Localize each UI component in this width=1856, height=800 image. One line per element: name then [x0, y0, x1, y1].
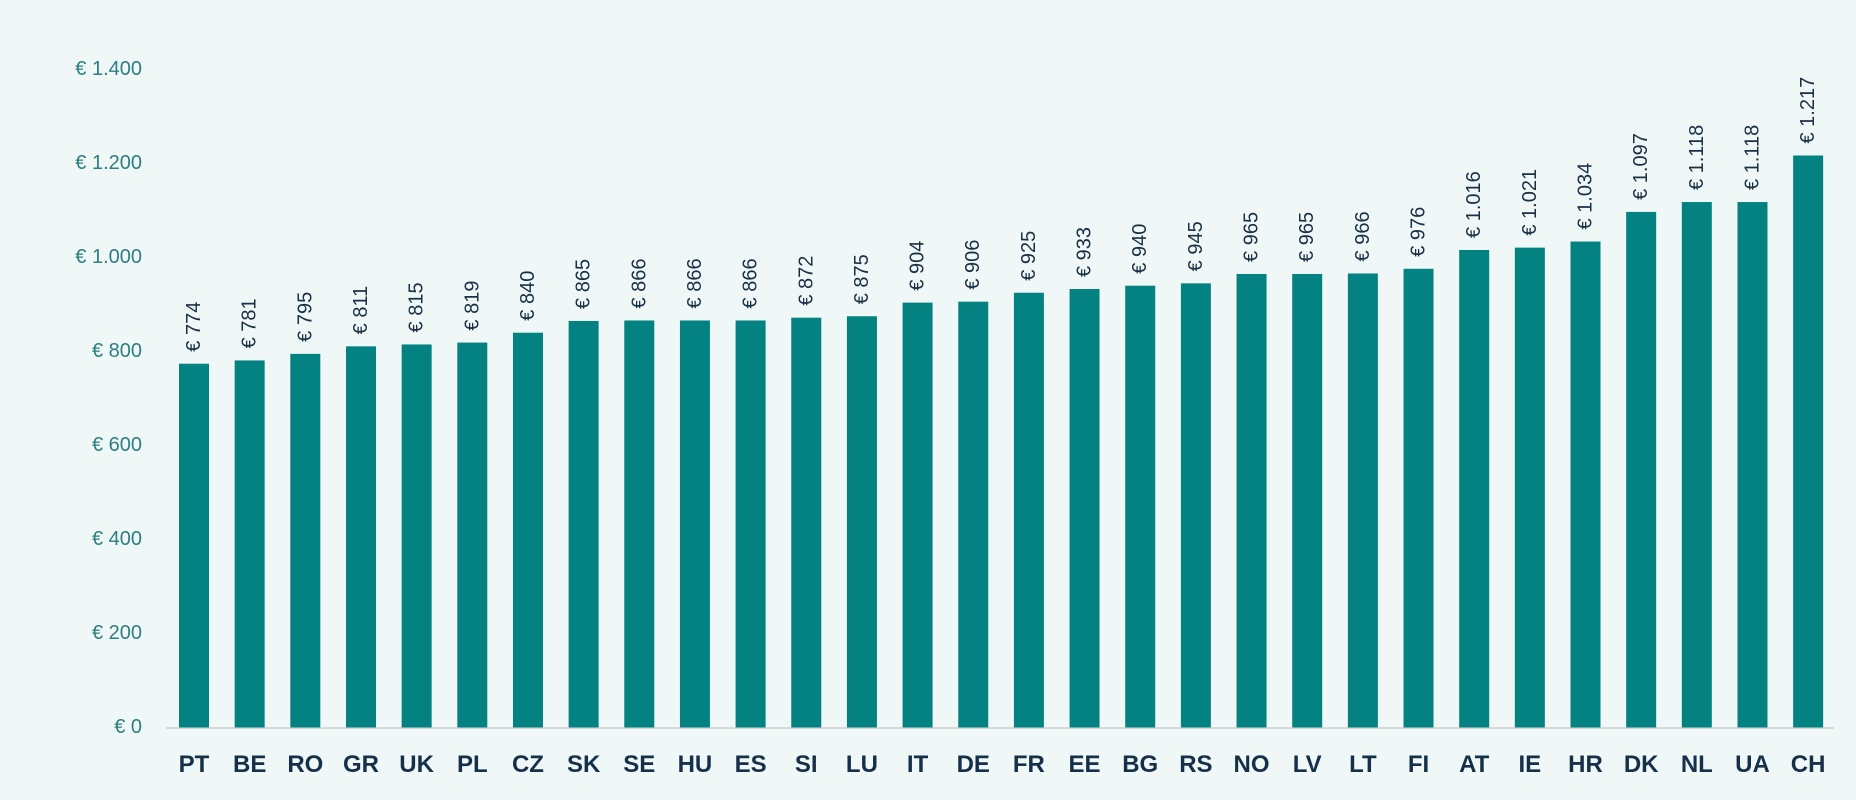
svg-text:€ 795: € 795: [294, 292, 316, 342]
svg-text:€ 774: € 774: [183, 302, 205, 352]
svg-text:LV: LV: [1293, 751, 1322, 778]
svg-text:€ 940: € 940: [1129, 224, 1151, 274]
svg-text:€ 0: € 0: [114, 716, 142, 738]
svg-text:€ 800: € 800: [92, 340, 142, 362]
svg-text:€ 925: € 925: [1018, 231, 1040, 281]
svg-text:€ 1.034: € 1.034: [1575, 163, 1597, 230]
svg-text:€ 781: € 781: [239, 298, 261, 348]
svg-text:BG: BG: [1122, 751, 1158, 778]
svg-text:DE: DE: [957, 751, 990, 778]
svg-text:UK: UK: [399, 751, 434, 778]
svg-text:€ 1.097: € 1.097: [1630, 133, 1652, 200]
svg-text:FI: FI: [1408, 751, 1429, 778]
svg-text:€ 1.118: € 1.118: [1686, 125, 1708, 190]
svg-text:€ 966: € 966: [1352, 211, 1374, 261]
svg-text:CZ: CZ: [512, 751, 544, 778]
svg-text:EE: EE: [1069, 751, 1101, 778]
svg-text:HU: HU: [678, 751, 713, 778]
svg-text:UA: UA: [1735, 751, 1770, 778]
svg-text:SE: SE: [623, 751, 655, 778]
svg-text:€ 866: € 866: [628, 258, 650, 308]
svg-text:€ 1.016: € 1.016: [1463, 171, 1485, 238]
svg-text:NL: NL: [1681, 751, 1713, 778]
svg-text:€ 1.021: € 1.021: [1519, 169, 1541, 236]
svg-text:€ 1.217: € 1.217: [1797, 77, 1819, 144]
svg-text:€ 866: € 866: [684, 258, 706, 308]
svg-text:RO: RO: [287, 751, 323, 778]
svg-text:€ 872: € 872: [795, 256, 817, 306]
svg-text:NO: NO: [1234, 751, 1270, 778]
svg-text:€ 815: € 815: [406, 282, 428, 332]
svg-text:€ 600: € 600: [92, 434, 142, 456]
svg-text:FR: FR: [1013, 751, 1045, 778]
svg-text:BE: BE: [233, 751, 266, 778]
svg-text:€ 875: € 875: [851, 254, 873, 304]
svg-text:€ 906: € 906: [962, 240, 984, 290]
svg-text:RS: RS: [1179, 751, 1212, 778]
svg-text:IE: IE: [1518, 751, 1541, 778]
svg-text:€ 200: € 200: [92, 622, 142, 644]
svg-text:€ 819: € 819: [461, 281, 483, 331]
svg-text:€ 904: € 904: [907, 241, 929, 291]
svg-text:€ 866: € 866: [740, 258, 762, 308]
svg-text:PL: PL: [457, 751, 488, 778]
svg-text:IT: IT: [907, 751, 929, 778]
svg-text:€ 1.400: € 1.400: [75, 58, 142, 80]
svg-text:€ 1.200: € 1.200: [75, 152, 142, 174]
svg-text:€ 965: € 965: [1241, 212, 1263, 262]
svg-text:€ 933: € 933: [1074, 227, 1096, 277]
svg-text:DK: DK: [1624, 751, 1659, 778]
svg-text:€ 976: € 976: [1408, 207, 1430, 257]
svg-text:€ 811: € 811: [350, 286, 372, 335]
svg-text:ES: ES: [735, 751, 767, 778]
svg-text:AT: AT: [1459, 751, 1490, 778]
svg-text:€ 840: € 840: [517, 271, 539, 321]
svg-text:€ 945: € 945: [1185, 221, 1207, 271]
svg-text:€ 400: € 400: [92, 528, 142, 550]
svg-text:CH: CH: [1791, 751, 1826, 778]
svg-text:LU: LU: [846, 751, 878, 778]
svg-text:GR: GR: [343, 751, 379, 778]
svg-text:SK: SK: [567, 751, 601, 778]
svg-text:PT: PT: [179, 751, 210, 778]
svg-text:€ 865: € 865: [573, 259, 595, 309]
svg-text:LT: LT: [1349, 751, 1377, 778]
svg-text:HR: HR: [1568, 751, 1603, 778]
svg-text:€ 1.118: € 1.118: [1741, 125, 1763, 190]
svg-text:SI: SI: [795, 751, 818, 778]
svg-text:€ 965: € 965: [1296, 212, 1318, 262]
svg-text:€ 1.000: € 1.000: [75, 246, 142, 268]
